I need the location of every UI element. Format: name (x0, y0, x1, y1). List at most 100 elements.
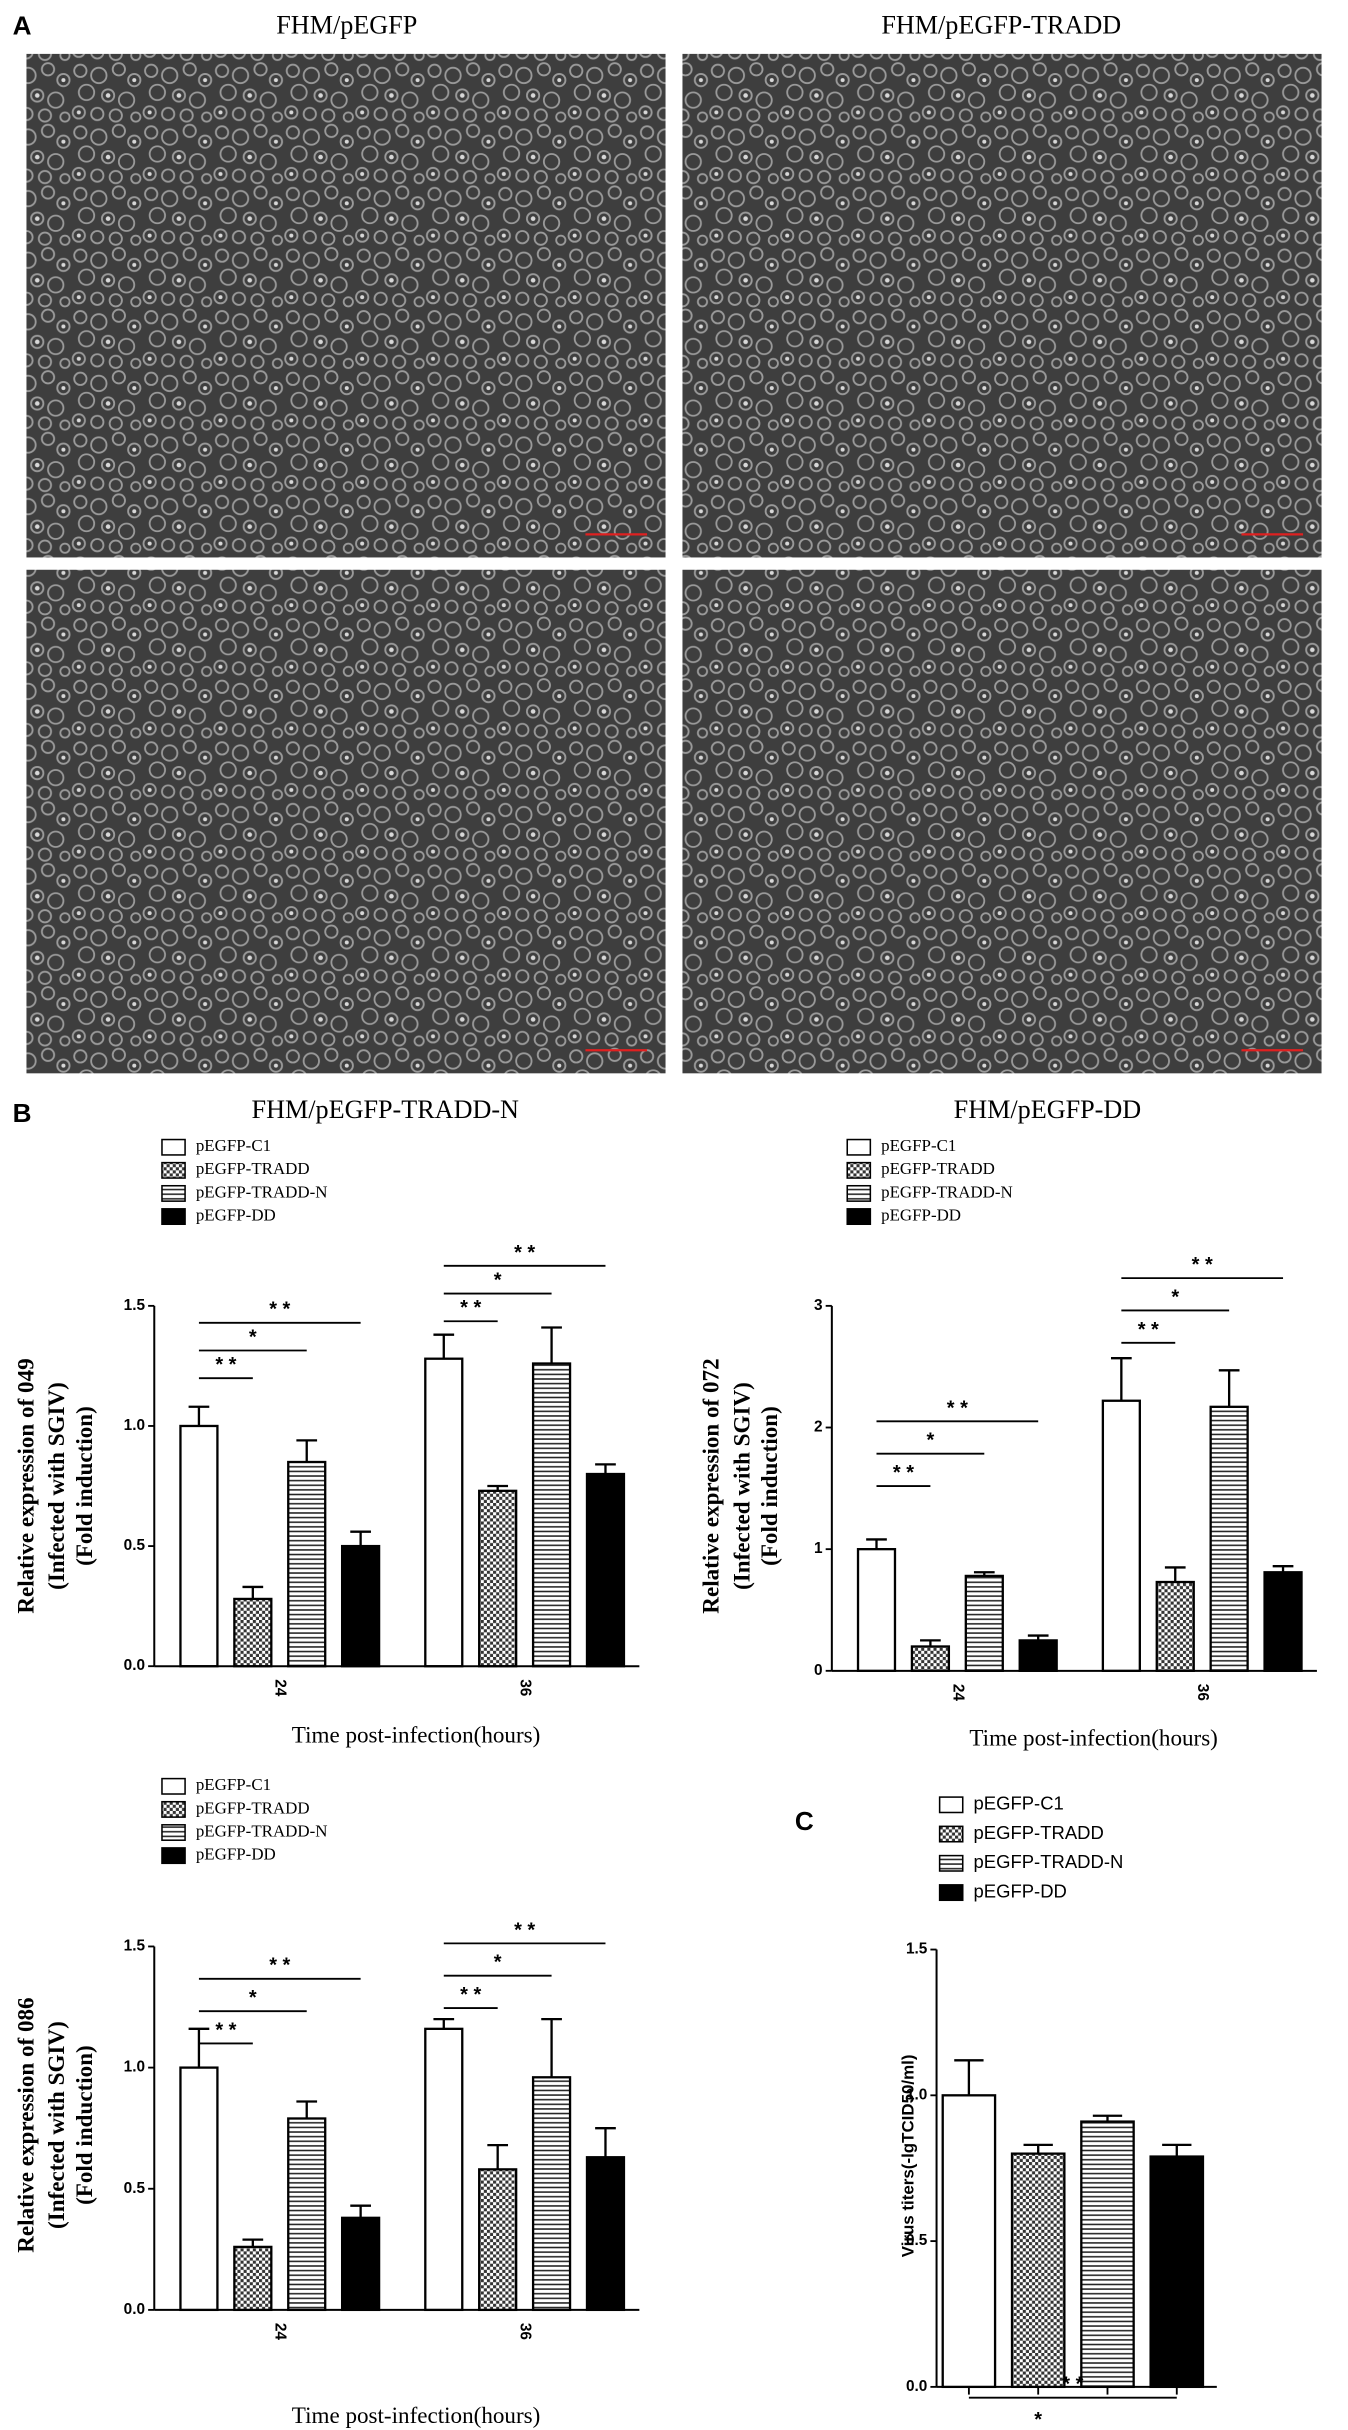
significance-label: * * (460, 1984, 481, 2006)
y-tick-label: 1.0 (906, 2086, 927, 2103)
y-tick-label: 1.5 (906, 1941, 928, 1958)
y-axis-label: (Infected with SGIV) (43, 2021, 69, 2229)
legend-swatch (846, 1138, 872, 1156)
legend-swatch (161, 1184, 186, 1202)
bar (340, 2216, 381, 2312)
significance-label: * (1171, 1286, 1179, 1308)
image-title: FHM/pEGFP-TRADD (881, 11, 1121, 40)
legend-swatch (161, 1161, 186, 1179)
y-axis-label: Relative expression of 049 (12, 1358, 38, 1613)
x-tick-label: 36 (517, 2323, 534, 2340)
error-bar (1272, 1565, 1294, 1573)
error-bar (1218, 1369, 1240, 1407)
y-tick-label: 1.0 (124, 2059, 145, 2076)
bar (1080, 2120, 1135, 2389)
y-axis-label: (Fold induction) (71, 2045, 97, 2205)
significance-label: * * (514, 1242, 535, 1264)
y-tick-label: 0.0 (906, 2378, 927, 2395)
legend-swatch (161, 1800, 186, 1818)
legend-label: pEGFP-DD (974, 1880, 1067, 1901)
bar (964, 1574, 1004, 1672)
legend-label: pEGFP-DD (196, 1205, 276, 1224)
error-bar (188, 2027, 210, 2068)
legend-swatch (846, 1184, 872, 1202)
legend-label: pEGFP-TRADD-N (881, 1182, 1013, 1201)
legend-swatch (938, 1884, 964, 1902)
error-bar (954, 2059, 984, 2096)
scale-bars (585, 533, 1304, 1052)
bar (424, 2027, 464, 2312)
bar (1101, 1399, 1141, 1672)
significance-label: * * (1062, 2374, 1083, 2396)
y-tick-label: 0 (814, 1662, 823, 1679)
bar (910, 1645, 951, 1672)
bar (424, 1357, 464, 1668)
error-bar (595, 1463, 616, 1475)
significance-label: * (926, 1430, 934, 1452)
y-axis-label: Relative expression of 072 (698, 1358, 724, 1613)
significance-label: * * (947, 1397, 968, 1419)
legend-swatch (161, 1208, 186, 1226)
legend-swatch (938, 1796, 964, 1814)
bar (340, 1544, 381, 1668)
y-tick-label: 3 (814, 1297, 823, 1314)
panel-label: C (795, 1806, 814, 1836)
y-tick-label: 0.5 (906, 2232, 928, 2249)
bar (585, 2156, 626, 2312)
y-tick-label: 0.5 (124, 1537, 146, 1554)
legend-swatch (161, 1138, 186, 1156)
error-bar (487, 1484, 509, 1491)
error-bar (188, 1405, 210, 1426)
bar (478, 2168, 518, 2312)
bar (1263, 1571, 1303, 1672)
x-tick-label: 24 (272, 1679, 289, 1697)
error-bar (350, 1530, 371, 1547)
y-tick-label: 0.0 (124, 2301, 145, 2318)
error-bar (1027, 1634, 1049, 1641)
significance-label: * * (1192, 1254, 1213, 1276)
bar (531, 1362, 572, 1668)
x-tick-label: 24 (272, 2323, 289, 2341)
error-bar (920, 1639, 941, 1647)
error-bar (541, 2017, 562, 2078)
y-tick-label: 2 (814, 1419, 823, 1436)
error-bar (296, 2100, 318, 2119)
error-bar (595, 2127, 616, 2158)
y-axis-label: Virus titers(-lgTCID50/ml) (898, 2054, 917, 2257)
error-bar (1164, 1566, 1186, 1583)
significance-label: * (494, 1952, 502, 1974)
bar (179, 1424, 219, 1668)
bar (287, 1460, 327, 1668)
significance-label: * (494, 1269, 502, 1291)
significance-label: * * (1138, 1319, 1159, 1341)
micrograph (682, 569, 1322, 1074)
bar (585, 1472, 626, 1668)
error-bar (1092, 2114, 1123, 2122)
y-tick-label: 0.0 (124, 1657, 145, 1674)
micrograph (26, 53, 666, 558)
x-tick-label: 36 (517, 1679, 534, 1696)
panel-label: A (13, 11, 32, 41)
chart: pEGFP-C1 pEGFP-TRADD pEGFP-TRADD-N pEGFP-DD… (698, 1136, 1317, 1750)
significance-label: * * (269, 1955, 290, 1977)
significance-label: * * (460, 1297, 481, 1319)
x-tick-label: 24 (949, 1684, 966, 1702)
error-bar (242, 1585, 264, 1599)
legend-label: pEGFP-TRADD-N (196, 1821, 328, 1840)
bar (1149, 2155, 1205, 2389)
bar (287, 2117, 327, 2312)
legend-swatch (938, 1825, 964, 1843)
y-axis-label: (Fold induction) (756, 1406, 782, 1566)
significance-label: * * (215, 1354, 236, 1376)
micrograph (26, 569, 666, 1074)
error-bar (487, 2143, 509, 2170)
significance-label: * * (514, 1919, 535, 1941)
y-tick-label: 1.5 (124, 1938, 146, 1955)
legend-swatch (846, 1208, 872, 1226)
legend-label: pEGFP-DD (196, 1844, 276, 1863)
x-axis-label: Time post-infection(hours) (969, 1724, 1217, 1750)
bar (856, 1548, 897, 1672)
legend-label: pEGFP-DD (881, 1205, 961, 1224)
legend-label: pEGFP-TRADD (881, 1159, 995, 1178)
